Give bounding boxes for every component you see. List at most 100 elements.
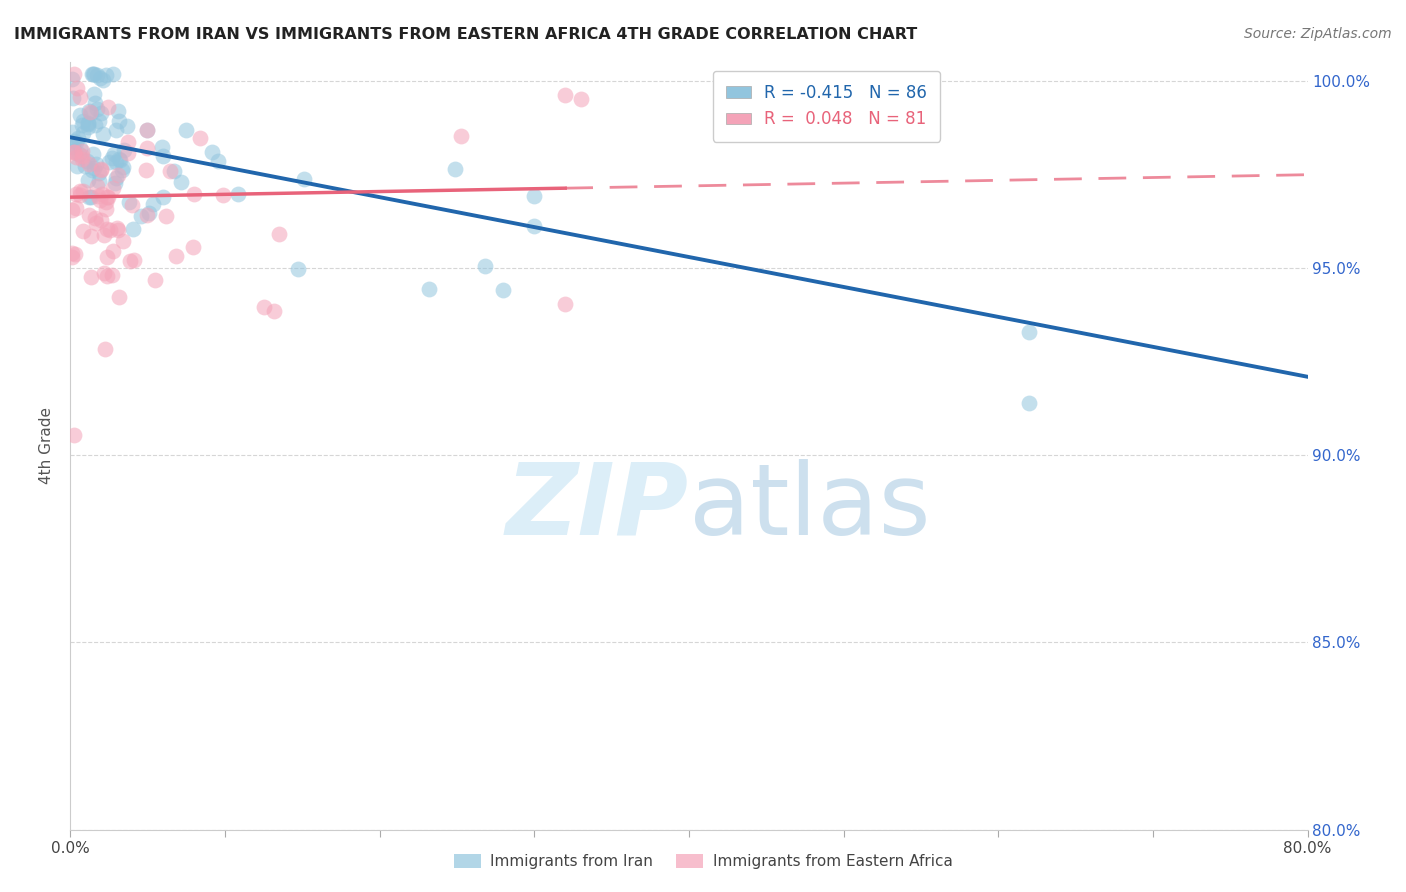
Point xyxy=(94,195,117,210)
Point xyxy=(263,303,285,318)
Point xyxy=(62,145,84,160)
Point xyxy=(183,186,205,201)
Point xyxy=(1018,396,1040,410)
Point xyxy=(523,219,546,234)
Point xyxy=(83,95,105,110)
Point xyxy=(83,67,105,81)
Legend: R = -0.415   N = 86, R =  0.048   N = 81: R = -0.415 N = 86, R = 0.048 N = 81 xyxy=(713,70,941,142)
Point xyxy=(90,187,112,202)
Point xyxy=(100,151,122,165)
Point xyxy=(103,147,125,161)
Point xyxy=(97,100,120,114)
Text: IMMIGRANTS FROM IRAN VS IMMIGRANTS FROM EASTERN AFRICA 4TH GRADE CORRELATION CHA: IMMIGRANTS FROM IRAN VS IMMIGRANTS FROM … xyxy=(14,27,917,42)
Point xyxy=(90,106,112,120)
Point xyxy=(69,89,91,103)
Point xyxy=(87,114,110,128)
Point xyxy=(80,189,103,203)
Point xyxy=(129,209,152,223)
Point xyxy=(287,262,309,277)
Point xyxy=(117,146,139,161)
Point xyxy=(90,213,112,227)
Point xyxy=(474,259,496,273)
Point xyxy=(159,164,181,178)
Point xyxy=(91,72,114,87)
Point xyxy=(107,169,129,183)
Point xyxy=(121,198,143,212)
Point xyxy=(181,240,204,254)
Point xyxy=(107,222,129,236)
Point xyxy=(267,227,290,241)
Point xyxy=(554,297,576,311)
Text: Source: ZipAtlas.com: Source: ZipAtlas.com xyxy=(1244,27,1392,41)
Point xyxy=(136,208,159,222)
Point xyxy=(96,250,118,264)
Point xyxy=(69,107,91,121)
Point xyxy=(450,128,472,143)
Text: ZIP: ZIP xyxy=(506,458,689,556)
Point xyxy=(101,67,124,81)
Point xyxy=(67,147,90,161)
Point xyxy=(253,300,276,314)
Point xyxy=(65,186,87,201)
Point xyxy=(108,114,131,128)
Point xyxy=(82,147,105,161)
Point xyxy=(101,268,124,282)
Point xyxy=(93,227,115,242)
Point xyxy=(62,145,84,159)
Point xyxy=(150,140,173,154)
Point xyxy=(90,161,112,176)
Point xyxy=(103,176,125,190)
Point xyxy=(72,126,94,140)
Y-axis label: 4th Grade: 4th Grade xyxy=(39,408,55,484)
Point xyxy=(112,143,135,157)
Point xyxy=(70,144,93,158)
Point xyxy=(444,161,467,176)
Point xyxy=(93,266,115,280)
Point xyxy=(163,163,186,178)
Point xyxy=(80,163,103,178)
Point xyxy=(69,185,91,199)
Point xyxy=(65,150,87,164)
Point xyxy=(122,222,145,236)
Point xyxy=(63,427,86,442)
Point xyxy=(107,104,129,119)
Point xyxy=(117,135,139,149)
Point xyxy=(108,153,131,167)
Point xyxy=(83,161,105,176)
Point xyxy=(105,220,128,235)
Point xyxy=(142,196,165,211)
Point xyxy=(138,205,160,219)
Point xyxy=(87,188,110,202)
Point xyxy=(105,123,128,137)
Point xyxy=(115,120,138,134)
Point xyxy=(111,234,134,248)
Point xyxy=(569,92,592,106)
Point xyxy=(69,188,91,202)
Point xyxy=(72,184,94,198)
Point xyxy=(72,118,94,132)
Point xyxy=(94,202,117,216)
Point xyxy=(86,68,108,82)
Point xyxy=(83,211,105,226)
Point xyxy=(65,135,87,149)
Point xyxy=(226,186,249,201)
Point xyxy=(105,155,128,169)
Point xyxy=(77,189,100,203)
Point xyxy=(93,343,115,357)
Point xyxy=(62,140,84,154)
Point xyxy=(82,67,104,81)
Point xyxy=(135,141,157,155)
Point xyxy=(90,163,112,178)
Point xyxy=(86,178,108,193)
Point xyxy=(103,180,125,194)
Point xyxy=(70,148,93,162)
Point xyxy=(118,194,141,209)
Point xyxy=(72,224,94,238)
Point xyxy=(136,122,159,136)
Point xyxy=(87,166,110,180)
Point xyxy=(76,117,98,131)
Point xyxy=(152,190,174,204)
Point xyxy=(60,72,83,87)
Point xyxy=(66,130,89,145)
Point xyxy=(101,244,124,259)
